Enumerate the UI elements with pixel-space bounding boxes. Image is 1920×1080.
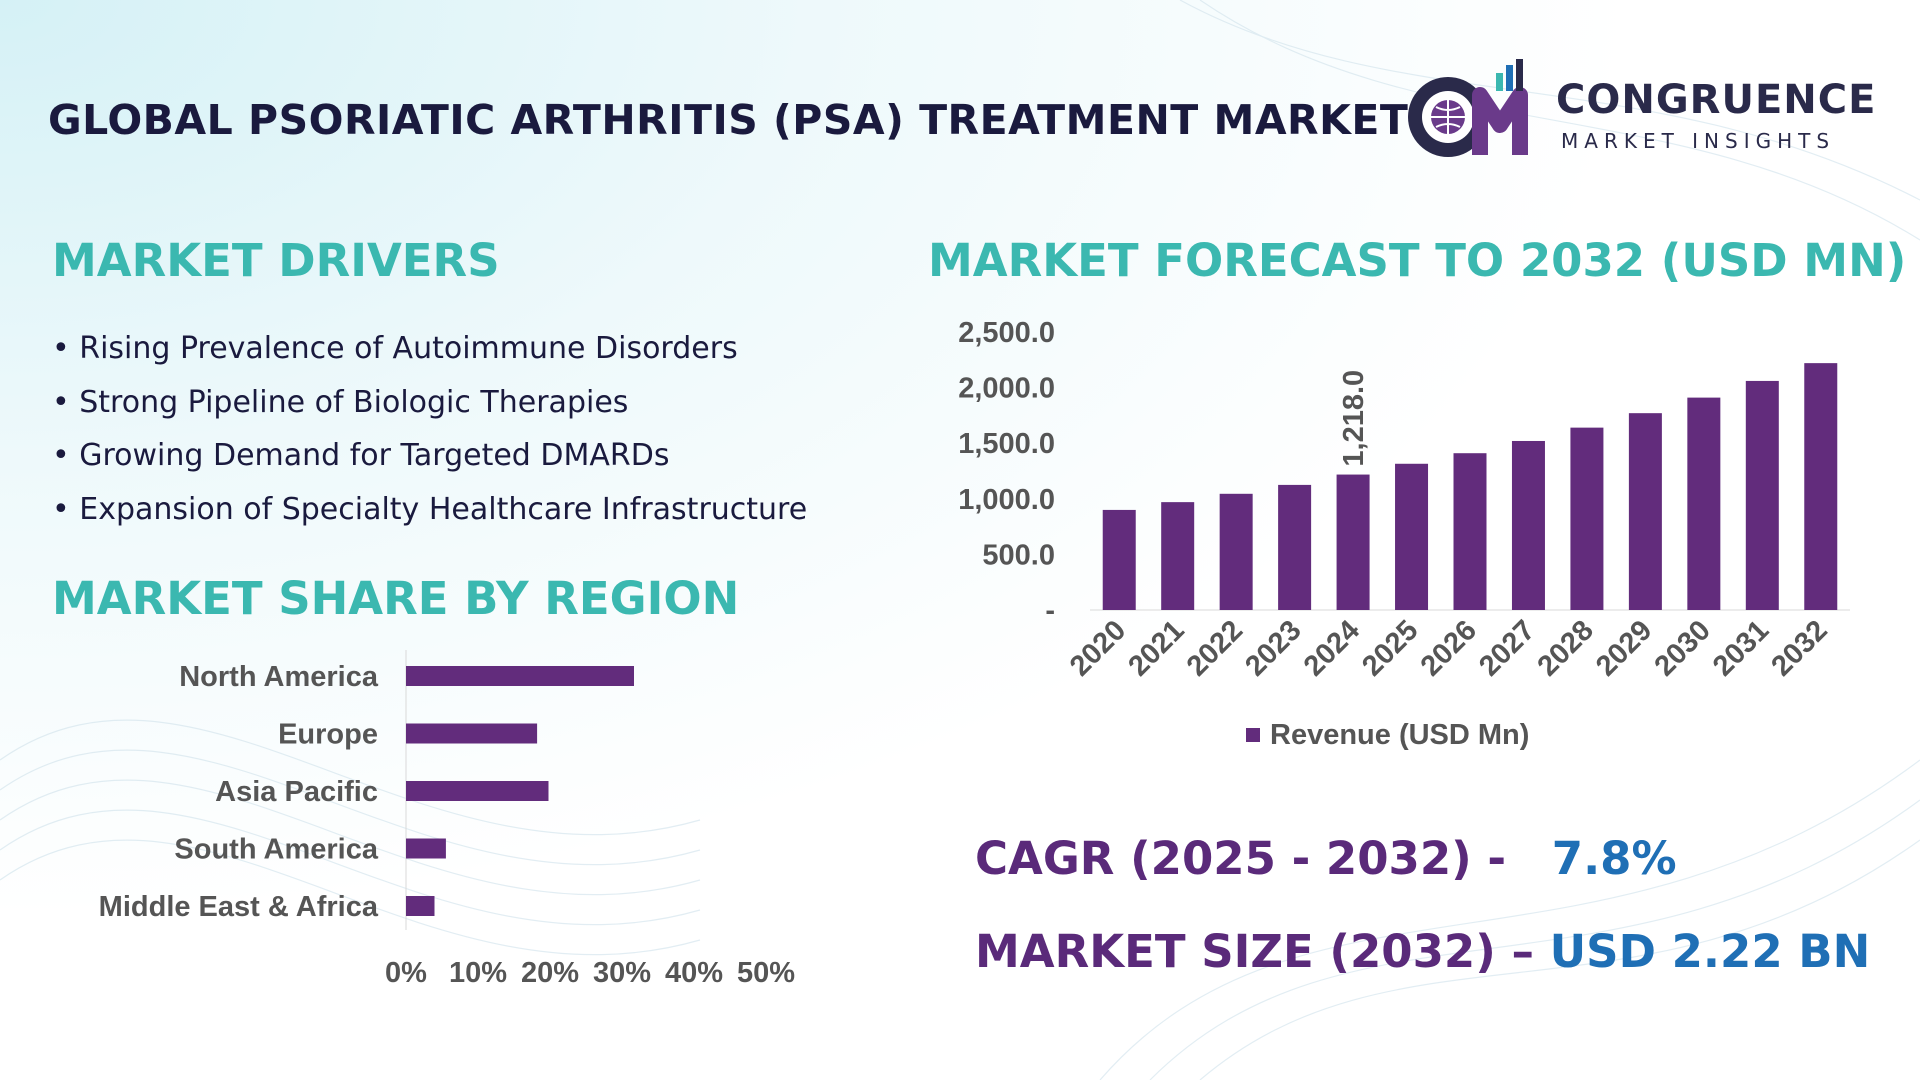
cagr-value: 7.8% [1551, 832, 1677, 885]
forecast-bar [1102, 509, 1136, 610]
forecast-bar [1453, 453, 1487, 610]
forecast-bar [1336, 474, 1370, 610]
region-category-label: Europe [278, 719, 378, 751]
market-size-label: MARKET SIZE (2032) – [975, 925, 1534, 978]
cagr-label: CAGR (2025 - 2032) - [975, 832, 1507, 885]
forecast-x-tick: 2023 [1239, 614, 1307, 682]
forecast-y-tick: 1,000.0 [958, 484, 1055, 516]
region-category-label: Asia Pacific [215, 776, 378, 808]
region-x-tick: 10% [449, 957, 507, 989]
logo-name: CONGRUENCE [1556, 77, 1877, 123]
region-category-label: North America [179, 661, 379, 693]
forecast-x-tick: 2022 [1181, 614, 1249, 682]
region-bar [406, 838, 446, 859]
forecast-data-label: 1,218.0 [1338, 370, 1370, 467]
forecast-y-tick: 1,500.0 [958, 428, 1055, 460]
forecast-y-tick: 2,500.0 [958, 317, 1055, 349]
forecast-bar [1219, 493, 1253, 610]
forecast-x-tick: 2028 [1532, 614, 1600, 682]
driver-item: Growing Demand for Targeted DMARDs [52, 429, 807, 483]
region-bar [406, 723, 538, 744]
forecast-x-tick: 2032 [1765, 614, 1833, 682]
driver-item: Expansion of Specialty Healthcare Infras… [52, 483, 807, 537]
legend-swatch [1246, 728, 1260, 742]
forecast-x-tick: 2027 [1473, 614, 1541, 682]
region-x-tick: 50% [737, 957, 795, 989]
logo-mark-icon [1408, 59, 1528, 157]
forecast-x-tick: 2024 [1298, 614, 1366, 682]
forecast-bar [1570, 427, 1604, 610]
cagr-row: CAGR (2025 - 2032) - 7.8% [975, 832, 1677, 885]
page-title: GLOBAL PSORIATIC ARTHRITIS (PSA) TREATME… [48, 96, 1409, 144]
forecast-bar [1395, 463, 1429, 610]
driver-item: Strong Pipeline of Biologic Therapies [52, 376, 807, 430]
forecast-bar [1687, 397, 1721, 610]
region-bar [406, 896, 435, 916]
forecast-y-tick: 500.0 [982, 539, 1055, 571]
drivers-list: Rising Prevalence of Autoimmune Disorder… [52, 322, 807, 536]
market-size-value: USD 2.22 BN [1549, 925, 1871, 978]
forecast-heading: MARKET FORECAST TO 2032 (USD MN) [928, 234, 1907, 287]
forecast-y-tick: - [1045, 595, 1055, 627]
region-heading: MARKET SHARE BY REGION [52, 572, 740, 625]
forecast-y-tick: 2,000.0 [958, 373, 1055, 405]
logo-tagline: MARKET INSIGHTS [1561, 129, 1836, 153]
forecast-x-tick: 2026 [1415, 614, 1483, 682]
forecast-bar [1628, 413, 1662, 610]
forecast-chart: -500.01,000.01,500.02,000.02,500.0202020… [958, 317, 1850, 751]
region-share-chart: North America Europe Asia Pacific South Ame… [99, 650, 795, 989]
legend-label: Revenue (USD Mn) [1270, 719, 1529, 751]
region-category-label: Middle East & Africa [99, 891, 379, 923]
region-x-tick: 0% [385, 957, 427, 989]
drivers-heading: MARKET DRIVERS [52, 234, 500, 287]
region-bar [406, 666, 634, 686]
region-category-label: South America [174, 834, 378, 866]
forecast-bar [1745, 380, 1779, 610]
forecast-bar [1161, 502, 1195, 610]
forecast-x-tick: 2029 [1590, 614, 1658, 682]
forecast-x-tick: 2025 [1356, 614, 1424, 682]
driver-item: Rising Prevalence of Autoimmune Disorder… [52, 322, 807, 376]
forecast-bar [1511, 440, 1545, 610]
forecast-x-tick: 2020 [1064, 614, 1132, 682]
forecast-x-tick: 2031 [1707, 614, 1775, 682]
forecast-bar [1278, 484, 1312, 610]
market-size-row: MARKET SIZE (2032) – USD 2.22 BN [975, 925, 1870, 978]
forecast-x-tick: 2021 [1122, 614, 1190, 682]
brand-logo: CONGRUENCE MARKET INSIGHTS [1400, 55, 1880, 165]
region-x-tick: 40% [665, 957, 723, 989]
region-bar [406, 781, 549, 801]
region-x-tick: 20% [521, 957, 579, 989]
forecast-bar [1804, 363, 1838, 610]
forecast-x-tick: 2030 [1649, 614, 1717, 682]
region-x-tick: 30% [593, 957, 651, 989]
